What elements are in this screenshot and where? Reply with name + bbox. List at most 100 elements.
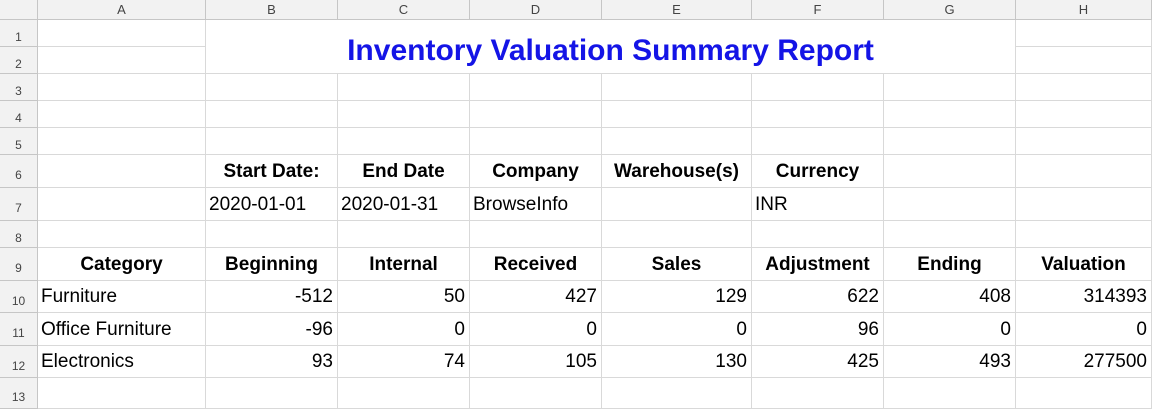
cell[interactable]	[38, 155, 206, 188]
cell[interactable]	[38, 47, 206, 74]
table-header-internal[interactable]: Internal	[338, 248, 470, 281]
info-value-currency[interactable]: INR	[752, 188, 884, 221]
column-header-e[interactable]: E	[602, 0, 752, 20]
info-value-company[interactable]: BrowseInfo	[470, 188, 602, 221]
value-cell[interactable]: 0	[884, 313, 1016, 346]
value-cell[interactable]: 74	[338, 346, 470, 378]
value-cell[interactable]: 425	[752, 346, 884, 378]
table-header-adjustment[interactable]: Adjustment	[752, 248, 884, 281]
cell[interactable]	[884, 128, 1016, 155]
value-cell[interactable]: 0	[470, 313, 602, 346]
cell[interactable]	[338, 74, 470, 101]
cell[interactable]	[1016, 47, 1152, 74]
value-cell[interactable]: 0	[602, 313, 752, 346]
cell[interactable]	[884, 101, 1016, 128]
category-cell[interactable]: Electronics	[38, 346, 206, 378]
row-header-12[interactable]: 12	[0, 346, 38, 378]
column-header-a[interactable]: A	[38, 0, 206, 20]
value-cell[interactable]: 408	[884, 281, 1016, 313]
cell[interactable]	[206, 221, 338, 248]
info-header-end[interactable]: End Date	[338, 155, 470, 188]
table-header-ending[interactable]: Ending	[884, 248, 1016, 281]
cell[interactable]	[1016, 74, 1152, 101]
cell[interactable]	[338, 128, 470, 155]
info-value-warehouse[interactable]	[602, 188, 752, 221]
cell[interactable]	[38, 101, 206, 128]
cell[interactable]	[884, 188, 1016, 221]
row-header-9[interactable]: 9	[0, 248, 38, 281]
cell[interactable]	[602, 221, 752, 248]
cell[interactable]	[1016, 188, 1152, 221]
table-header-valuation[interactable]: Valuation	[1016, 248, 1152, 281]
cell[interactable]	[1016, 101, 1152, 128]
value-cell[interactable]: 96	[752, 313, 884, 346]
value-cell[interactable]: 0	[338, 313, 470, 346]
column-header-b[interactable]: B	[206, 0, 338, 20]
cell[interactable]	[1016, 221, 1152, 248]
cell[interactable]	[38, 221, 206, 248]
cell[interactable]	[602, 128, 752, 155]
row-header-11[interactable]: 11	[0, 313, 38, 346]
row-header-5[interactable]: 5	[0, 128, 38, 155]
category-cell[interactable]: Furniture	[38, 281, 206, 313]
value-cell[interactable]: 277500	[1016, 346, 1152, 378]
cell[interactable]	[1016, 378, 1152, 409]
cell[interactable]	[884, 155, 1016, 188]
cell[interactable]	[602, 378, 752, 409]
value-cell[interactable]: 0	[1016, 313, 1152, 346]
row-header-2[interactable]: 2	[0, 47, 38, 74]
row-header-13[interactable]: 13	[0, 378, 38, 409]
cell[interactable]	[884, 74, 1016, 101]
row-header-4[interactable]: 4	[0, 101, 38, 128]
info-header-warehouse[interactable]: Warehouse(s)	[602, 155, 752, 188]
cell[interactable]	[38, 378, 206, 409]
value-cell[interactable]: 493	[884, 346, 1016, 378]
cell[interactable]	[752, 221, 884, 248]
cell[interactable]	[752, 74, 884, 101]
table-header-beginning[interactable]: Beginning	[206, 248, 338, 281]
row-header-1[interactable]: 1	[0, 20, 38, 47]
cell[interactable]	[1016, 20, 1152, 47]
cell[interactable]	[470, 378, 602, 409]
cell[interactable]	[602, 101, 752, 128]
value-cell[interactable]: -96	[206, 313, 338, 346]
select-all-corner[interactable]	[0, 0, 38, 20]
cell[interactable]	[470, 128, 602, 155]
info-value-end[interactable]: 2020-01-31	[338, 188, 470, 221]
row-header-8[interactable]: 8	[0, 221, 38, 248]
value-cell[interactable]: 314393	[1016, 281, 1152, 313]
cell[interactable]	[470, 74, 602, 101]
cell[interactable]	[38, 128, 206, 155]
category-cell[interactable]: Office Furniture	[38, 313, 206, 346]
cell[interactable]	[206, 378, 338, 409]
table-header-sales[interactable]: Sales	[602, 248, 752, 281]
column-header-g[interactable]: G	[884, 0, 1016, 20]
cell[interactable]	[470, 101, 602, 128]
value-cell[interactable]: 622	[752, 281, 884, 313]
cell[interactable]	[206, 128, 338, 155]
row-header-10[interactable]: 10	[0, 281, 38, 313]
cell[interactable]	[602, 74, 752, 101]
table-header-category[interactable]: Category	[38, 248, 206, 281]
cell[interactable]	[884, 221, 1016, 248]
row-header-3[interactable]: 3	[0, 74, 38, 101]
cell[interactable]	[752, 128, 884, 155]
column-header-f[interactable]: F	[752, 0, 884, 20]
info-header-company[interactable]: Company	[470, 155, 602, 188]
value-cell[interactable]: -512	[206, 281, 338, 313]
cell[interactable]	[338, 101, 470, 128]
value-cell[interactable]: 93	[206, 346, 338, 378]
cell[interactable]	[1016, 128, 1152, 155]
cell[interactable]	[38, 74, 206, 101]
info-header-start[interactable]: Start Date:	[206, 155, 338, 188]
value-cell[interactable]: 129	[602, 281, 752, 313]
cell[interactable]	[470, 221, 602, 248]
row-header-6[interactable]: 6	[0, 155, 38, 188]
column-header-d[interactable]: D	[470, 0, 602, 20]
value-cell[interactable]: 50	[338, 281, 470, 313]
cell[interactable]	[752, 378, 884, 409]
cell[interactable]	[752, 101, 884, 128]
cell[interactable]	[206, 74, 338, 101]
value-cell[interactable]: 105	[470, 346, 602, 378]
cell[interactable]	[884, 378, 1016, 409]
